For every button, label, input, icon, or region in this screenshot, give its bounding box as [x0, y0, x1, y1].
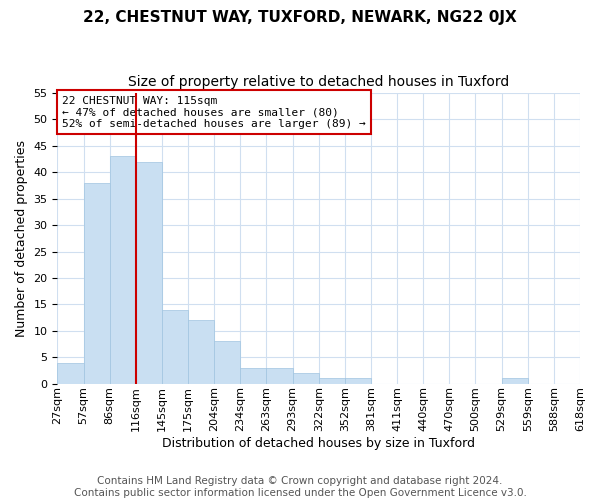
Bar: [188, 320, 214, 384]
X-axis label: Distribution of detached houses by size in Tuxford: Distribution of detached houses by size …: [162, 437, 475, 450]
Bar: [502, 378, 528, 384]
Text: 22 CHESTNUT WAY: 115sqm
← 47% of detached houses are smaller (80)
52% of semi-de: 22 CHESTNUT WAY: 115sqm ← 47% of detache…: [62, 96, 366, 129]
Bar: [293, 373, 319, 384]
Bar: [319, 378, 345, 384]
Bar: [58, 362, 83, 384]
Text: Contains HM Land Registry data © Crown copyright and database right 2024.
Contai: Contains HM Land Registry data © Crown c…: [74, 476, 526, 498]
Bar: [266, 368, 293, 384]
Bar: [83, 183, 110, 384]
Bar: [241, 368, 266, 384]
Title: Size of property relative to detached houses in Tuxford: Size of property relative to detached ho…: [128, 75, 509, 89]
Bar: [136, 162, 162, 384]
Bar: [110, 156, 136, 384]
Bar: [162, 310, 188, 384]
Bar: [345, 378, 371, 384]
Y-axis label: Number of detached properties: Number of detached properties: [15, 140, 28, 337]
Bar: [214, 342, 241, 384]
Text: 22, CHESTNUT WAY, TUXFORD, NEWARK, NG22 0JX: 22, CHESTNUT WAY, TUXFORD, NEWARK, NG22 …: [83, 10, 517, 25]
